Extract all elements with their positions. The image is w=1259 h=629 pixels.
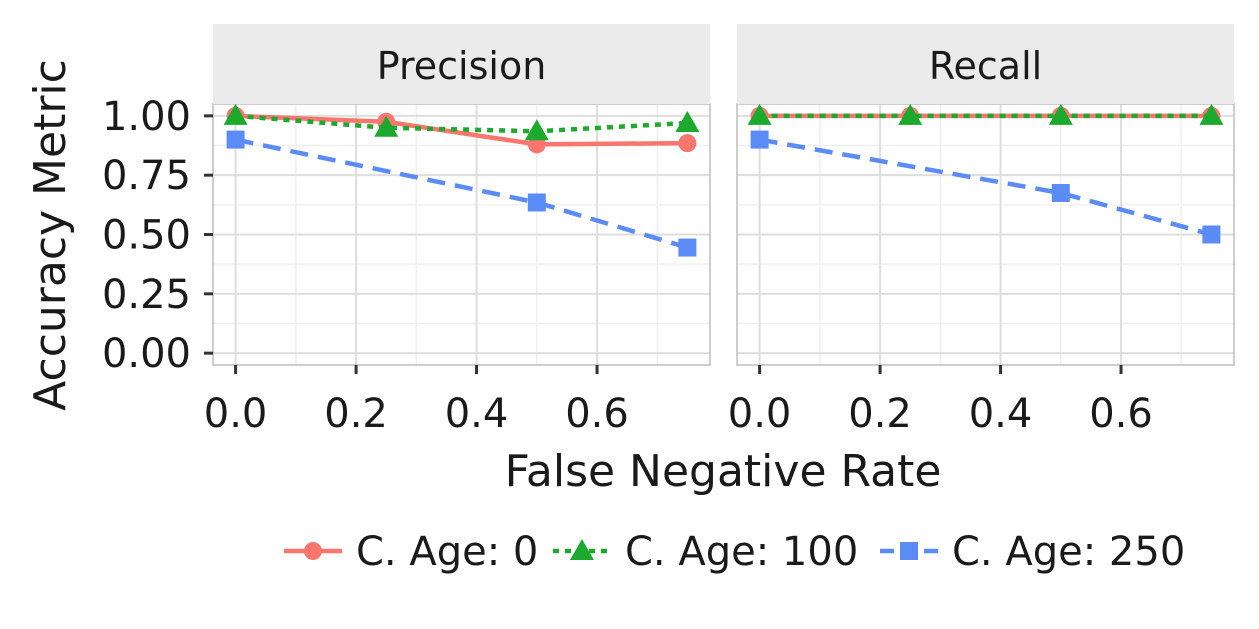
data-point bbox=[226, 130, 245, 149]
data-point bbox=[750, 130, 769, 149]
series-c-age-250 bbox=[750, 130, 1221, 244]
data-point bbox=[675, 110, 700, 132]
facet-title: Recall bbox=[929, 44, 1042, 88]
legend-label: C. Age: 100 bbox=[625, 529, 858, 575]
x-tick-label: 0.6 bbox=[1089, 391, 1153, 437]
x-tick-label: 0.0 bbox=[728, 391, 792, 437]
series-c-age-100 bbox=[223, 103, 700, 141]
x-tick-label: 0.0 bbox=[204, 391, 268, 437]
x-tick-label: 0.4 bbox=[445, 391, 509, 437]
data-point bbox=[747, 103, 772, 125]
series-c-age-0 bbox=[226, 106, 697, 154]
facet-precision: Precision 0.0 0.2 0.4 0.6 0.00 0.25 0.50 0.75 1.0… bbox=[102, 24, 711, 437]
x-tick-label: 0.2 bbox=[848, 391, 912, 437]
facet-strip bbox=[213, 24, 710, 104]
data-point bbox=[1202, 225, 1221, 244]
x-tick-label: 0.2 bbox=[324, 391, 388, 437]
series-line bbox=[235, 113, 688, 147]
legend-item-c-age-0: C. Age: 0 bbox=[284, 529, 538, 575]
facet-recall: Recall 0.0 0.2 0.4 0.6 bbox=[728, 24, 1235, 437]
legend-key-marker bbox=[570, 539, 594, 560]
facet-title: Precision bbox=[377, 44, 547, 88]
data-point bbox=[1199, 103, 1224, 125]
y-tick-label: 0.25 bbox=[102, 272, 191, 318]
legend-key-marker bbox=[304, 542, 322, 560]
data-point bbox=[524, 119, 549, 141]
x-tick-label: 0.6 bbox=[565, 391, 629, 437]
legend-key-marker bbox=[900, 542, 918, 560]
series-c-age-100 bbox=[747, 103, 1224, 125]
series-c-age-250 bbox=[226, 130, 697, 257]
y-tick-label: 0.00 bbox=[102, 331, 191, 377]
data-point bbox=[678, 238, 697, 257]
data-point bbox=[223, 103, 248, 125]
y-axis-title: Accuracy Metric bbox=[25, 59, 76, 411]
data-point bbox=[898, 103, 923, 125]
series-line bbox=[759, 137, 1213, 237]
facet-panels: Precision 0.0 0.2 0.4 0.6 0.00 0.25 0.50 0.75 1.0… bbox=[102, 24, 1235, 437]
legend-item-c-age-250: C. Age: 250 bbox=[880, 529, 1185, 575]
legend-item-c-age-100: C. Age: 100 bbox=[553, 529, 858, 575]
x-tick-label: 0.4 bbox=[969, 391, 1033, 437]
x-axis-title: False Negative Rate bbox=[505, 446, 942, 497]
series-line bbox=[235, 113, 688, 134]
legend: C. Age: 0 C. Age: 100 C. Age: 250 bbox=[284, 529, 1185, 575]
legend-label: C. Age: 0 bbox=[356, 529, 538, 575]
data-point bbox=[1048, 103, 1073, 125]
data-point bbox=[374, 115, 399, 137]
facet-strip bbox=[737, 24, 1234, 104]
data-point bbox=[527, 193, 546, 212]
legend-label: C. Age: 250 bbox=[952, 529, 1185, 575]
y-tick-label: 0.50 bbox=[102, 213, 191, 259]
data-point bbox=[1051, 183, 1070, 202]
y-tick-label: 1.00 bbox=[102, 94, 191, 140]
data-point bbox=[678, 134, 697, 153]
y-tick-label: 0.75 bbox=[102, 153, 191, 199]
